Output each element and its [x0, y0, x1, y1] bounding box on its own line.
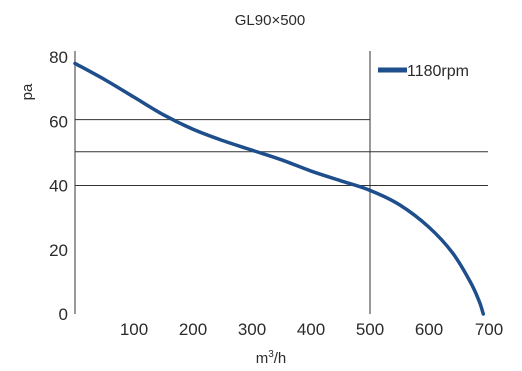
x-tick-label: 600	[415, 320, 443, 339]
series-group	[73, 61, 486, 316]
y-tick-label: 80	[49, 48, 68, 67]
x-tick-label: 200	[179, 320, 207, 339]
y-tick-label: 20	[49, 241, 68, 260]
x-tick-label: 300	[238, 320, 266, 339]
x-tick-label: 500	[356, 320, 384, 339]
x-axis-label-base: m	[256, 350, 269, 367]
x-tick-labels: 100 200 300 400 500 600 700	[120, 320, 503, 339]
series-line-1180rpm	[73, 61, 486, 316]
chart-title: GL90×500	[235, 12, 305, 29]
reference-lines	[75, 51, 488, 314]
x-axis-label-superscript: 3	[268, 349, 274, 360]
y-axis-label: pa	[19, 83, 36, 100]
y-tick-label: 60	[49, 112, 68, 131]
legend: 1180rpm	[378, 63, 469, 80]
x-tick-label: 400	[297, 320, 325, 339]
y-tick-labels: 0 20 40 60 80	[49, 48, 68, 324]
y-tick-label: 0	[59, 305, 68, 324]
x-tick-label: 700	[475, 320, 503, 339]
x-tick-label: 100	[120, 320, 148, 339]
x-axis-label-tail: /h	[274, 350, 287, 367]
legend-label: 1180rpm	[407, 63, 469, 80]
y-tick-label: 40	[49, 177, 68, 196]
x-axis-label: m3/h	[256, 349, 287, 367]
